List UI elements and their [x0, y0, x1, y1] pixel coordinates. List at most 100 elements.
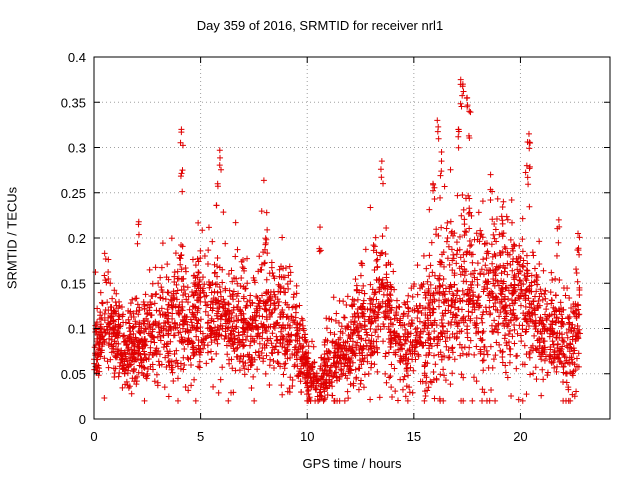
data-point — [101, 395, 108, 402]
data-point — [463, 95, 470, 102]
data-point — [477, 270, 484, 277]
data-point — [279, 343, 286, 350]
data-point — [345, 395, 352, 402]
data-point — [183, 296, 190, 303]
data-point — [322, 362, 329, 369]
data-point — [569, 321, 576, 328]
data-point — [233, 323, 240, 330]
data-point — [485, 250, 492, 257]
data-point — [483, 267, 490, 274]
data-point — [502, 317, 509, 324]
data-point — [328, 362, 335, 369]
data-point — [123, 355, 130, 362]
data-point — [291, 363, 298, 370]
data-point — [295, 330, 302, 337]
data-point — [434, 289, 441, 296]
data-point — [240, 343, 247, 350]
data-point — [385, 349, 392, 356]
data-point — [341, 363, 348, 370]
data-point — [225, 397, 232, 404]
data-point — [113, 290, 120, 297]
data-point — [335, 319, 342, 326]
data-point — [202, 308, 209, 315]
data-point — [479, 336, 486, 343]
data-point — [367, 351, 374, 358]
data-point — [525, 295, 532, 302]
data-point — [305, 371, 312, 378]
data-point — [427, 340, 434, 347]
data-point — [173, 347, 180, 354]
data-point — [111, 338, 118, 345]
data-point — [269, 350, 276, 357]
data-point — [449, 344, 456, 351]
data-point — [219, 325, 226, 332]
data-point — [427, 312, 434, 319]
data-point — [293, 352, 300, 359]
data-point — [420, 281, 427, 288]
data-point — [533, 288, 540, 295]
data-point — [320, 381, 327, 388]
data-point — [445, 320, 452, 327]
data-point — [276, 283, 283, 290]
data-point — [451, 272, 458, 279]
data-point — [126, 328, 133, 335]
data-point — [474, 236, 481, 243]
data-point — [473, 230, 480, 237]
data-point — [237, 352, 244, 359]
data-point — [484, 351, 491, 358]
data-point — [453, 260, 460, 267]
data-point — [141, 364, 148, 371]
data-point — [524, 260, 531, 267]
data-point — [294, 320, 301, 327]
data-point — [143, 326, 150, 333]
data-point — [425, 384, 432, 391]
data-point — [421, 361, 428, 368]
data-point — [498, 298, 505, 305]
data-point — [479, 319, 486, 326]
data-point — [320, 372, 327, 379]
data-point — [553, 314, 560, 321]
data-point — [519, 263, 526, 270]
data-point — [450, 232, 457, 239]
data-point — [455, 133, 462, 140]
data-point — [383, 224, 390, 231]
data-point — [119, 384, 126, 391]
data-point — [294, 348, 301, 355]
data-point — [168, 326, 175, 333]
data-point — [246, 297, 253, 304]
data-point — [262, 235, 269, 242]
data-point — [436, 297, 443, 304]
data-point — [412, 326, 419, 333]
data-point — [352, 366, 359, 373]
data-point — [147, 344, 154, 351]
data-point — [174, 375, 181, 382]
data-point — [164, 306, 171, 313]
data-point — [148, 292, 155, 299]
data-point — [299, 334, 306, 341]
data-point — [447, 218, 454, 225]
data-point — [233, 275, 240, 282]
data-point — [344, 388, 351, 395]
data-point — [256, 253, 263, 260]
data-point — [420, 328, 427, 335]
data-point — [173, 290, 180, 297]
data-point — [565, 386, 572, 393]
data-point — [362, 246, 369, 253]
data-point — [412, 343, 419, 350]
data-point — [153, 371, 160, 378]
data-point — [182, 265, 189, 272]
data-point — [99, 332, 106, 339]
data-point — [393, 304, 400, 311]
data-point — [161, 384, 168, 391]
data-point — [323, 358, 330, 365]
data-point — [94, 335, 101, 342]
data-point — [267, 297, 274, 304]
data-point — [457, 254, 464, 261]
data-point — [573, 388, 580, 395]
data-point — [502, 265, 509, 272]
data-point — [444, 219, 451, 226]
data-point — [426, 273, 433, 280]
data-point — [194, 255, 201, 262]
data-point — [423, 265, 430, 272]
data-point — [459, 297, 466, 304]
